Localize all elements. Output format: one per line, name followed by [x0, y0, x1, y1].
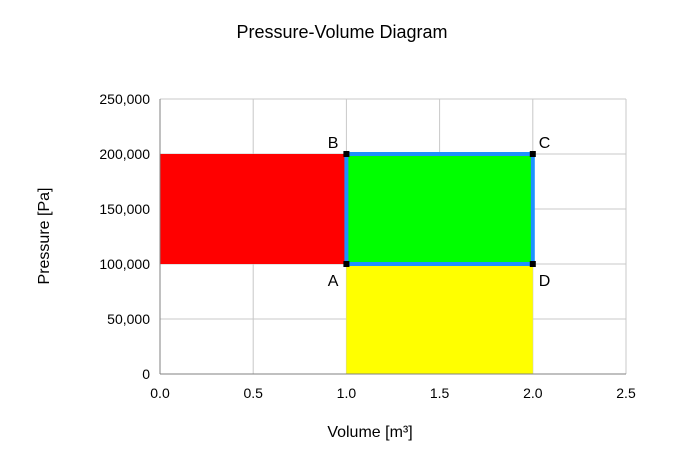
red-region: [160, 154, 347, 264]
x-tick-label: 1.0: [337, 385, 357, 401]
x-tick-label: 1.5: [430, 385, 450, 401]
point-marker-d: [529, 261, 536, 267]
x-tick-label: 2.5: [616, 385, 636, 401]
point-marker-c: [529, 151, 536, 157]
point-label-d: D: [539, 273, 551, 290]
y-tick-label: 0: [142, 366, 150, 382]
point-marker-a: [343, 261, 350, 267]
point-label-c: C: [539, 135, 551, 152]
green-region: [346, 154, 533, 264]
point-label-a: A: [328, 273, 339, 290]
x-tick-label: 0.5: [243, 385, 263, 401]
x-tick-label: 0.0: [150, 385, 170, 401]
plot-frame: [159, 99, 626, 375]
point-marker-b: [343, 151, 350, 157]
y-axis-label: Pressure [Pa]: [36, 188, 53, 285]
x-tick-label: 2.0: [523, 385, 543, 401]
yellow-region: [346, 264, 533, 374]
tick-labels: 0.0 0.5 1.0 1.5 2.0 2.5 0 50,000 100,000 150,000 2…: [99, 91, 636, 401]
point-label-b: B: [328, 135, 339, 152]
y-tick-label: 100,000: [99, 256, 150, 272]
x-axis-label: Volume [m³]: [327, 424, 412, 441]
pv-cycle: A B C D: [328, 135, 551, 290]
y-tick-label: 200,000: [99, 146, 150, 162]
chart-title: Pressure-Volume Diagram: [236, 22, 447, 42]
work-regions: [160, 154, 533, 374]
y-tick-label: 150,000: [99, 201, 150, 217]
y-tick-label: 50,000: [107, 311, 150, 327]
y-tick-label: 250,000: [99, 91, 150, 107]
